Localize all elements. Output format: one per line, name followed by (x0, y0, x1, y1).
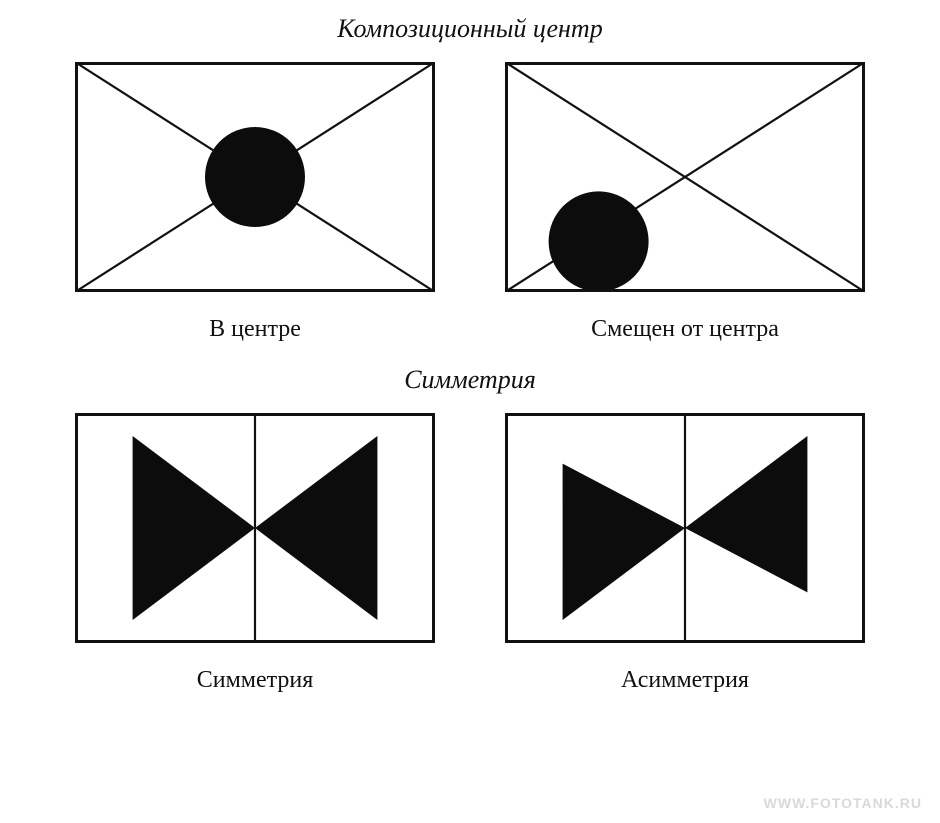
caption-asymmetric: Асимметрия (621, 667, 749, 694)
row-composition: В центре Смещен от центра (0, 62, 940, 343)
panel-offset: Смещен от центра (505, 62, 865, 343)
diagram-offset (505, 62, 865, 292)
panel-centered: В центре (75, 62, 435, 343)
section-title-symmetry: Симметрия (0, 365, 940, 395)
diagram-centered (75, 62, 435, 292)
diagram-symmetric (75, 413, 435, 643)
caption-centered: В центре (209, 316, 301, 343)
section-title-composition: Композиционный центр (0, 14, 940, 44)
row-symmetry: Симметрия Асимметрия (0, 413, 940, 694)
caption-offset: Смещен от центра (591, 316, 779, 343)
page: Композиционный центр В центре Смещен от … (0, 14, 940, 823)
diagram-asymmetric (505, 413, 865, 643)
caption-symmetric: Симметрия (197, 667, 314, 694)
panel-symmetric: Симметрия (75, 413, 435, 694)
panel-asymmetric: Асимметрия (505, 413, 865, 694)
